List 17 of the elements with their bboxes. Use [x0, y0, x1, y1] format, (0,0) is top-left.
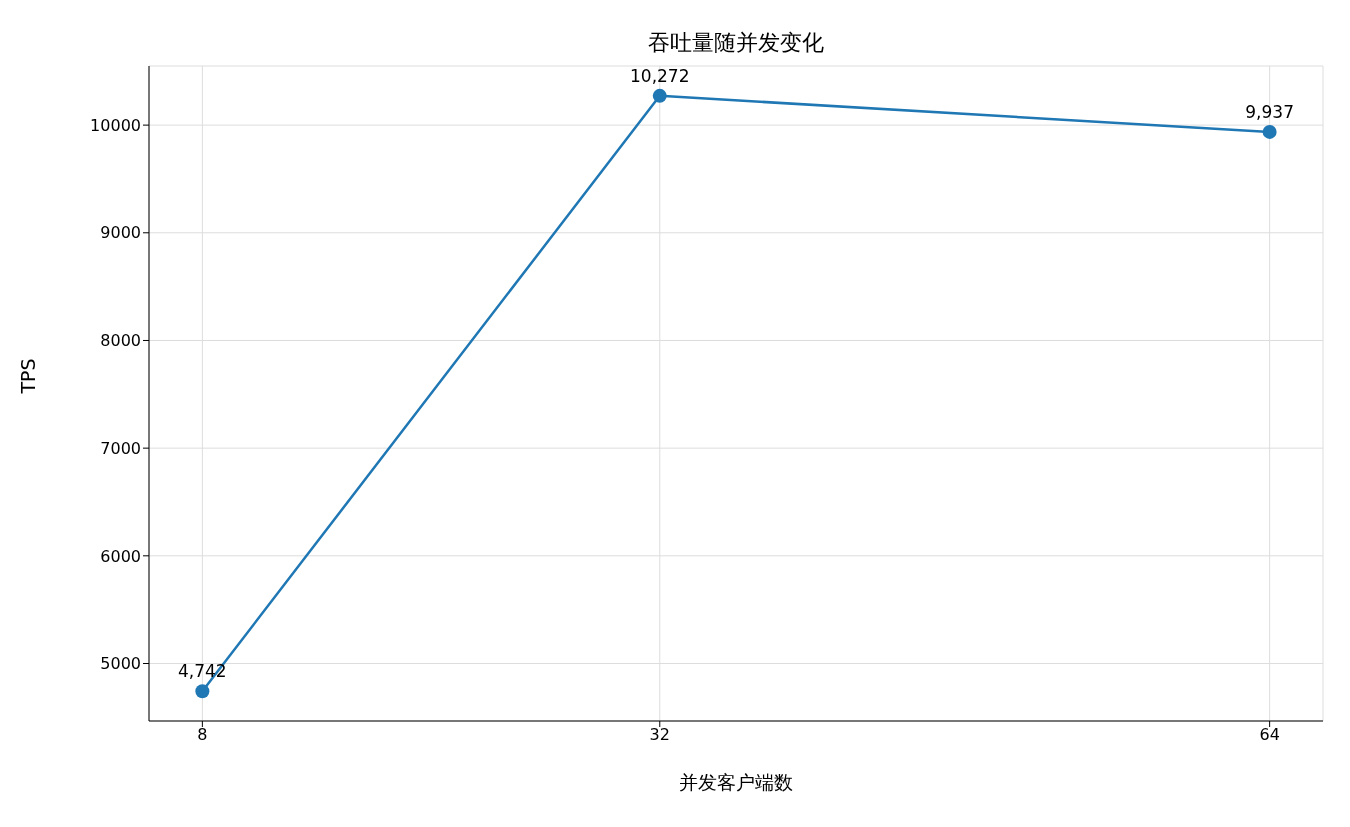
- y-tick-label: 10000: [90, 115, 141, 135]
- y-tick-label: 9000: [100, 223, 141, 243]
- point: [195, 684, 210, 699]
- y-tick-label: 7000: [100, 438, 141, 458]
- point: [1262, 124, 1277, 139]
- data-label: 9,937: [1245, 101, 1294, 122]
- y-tick-label: 5000: [100, 654, 141, 674]
- chart-title: 吞吐量随并发变化: [647, 29, 825, 57]
- data-label: 10,272: [630, 65, 690, 86]
- x-tick-label: 32: [649, 725, 670, 745]
- y-axis-title: TPS: [16, 358, 39, 395]
- x-tick-label: 64: [1259, 725, 1280, 745]
- point: [652, 88, 667, 103]
- y-tick-label: 6000: [100, 546, 141, 566]
- y-tick-label: 8000: [100, 331, 141, 351]
- x-axis-title: 并发客户端数: [679, 771, 793, 793]
- x-tick-label: 8: [197, 725, 208, 745]
